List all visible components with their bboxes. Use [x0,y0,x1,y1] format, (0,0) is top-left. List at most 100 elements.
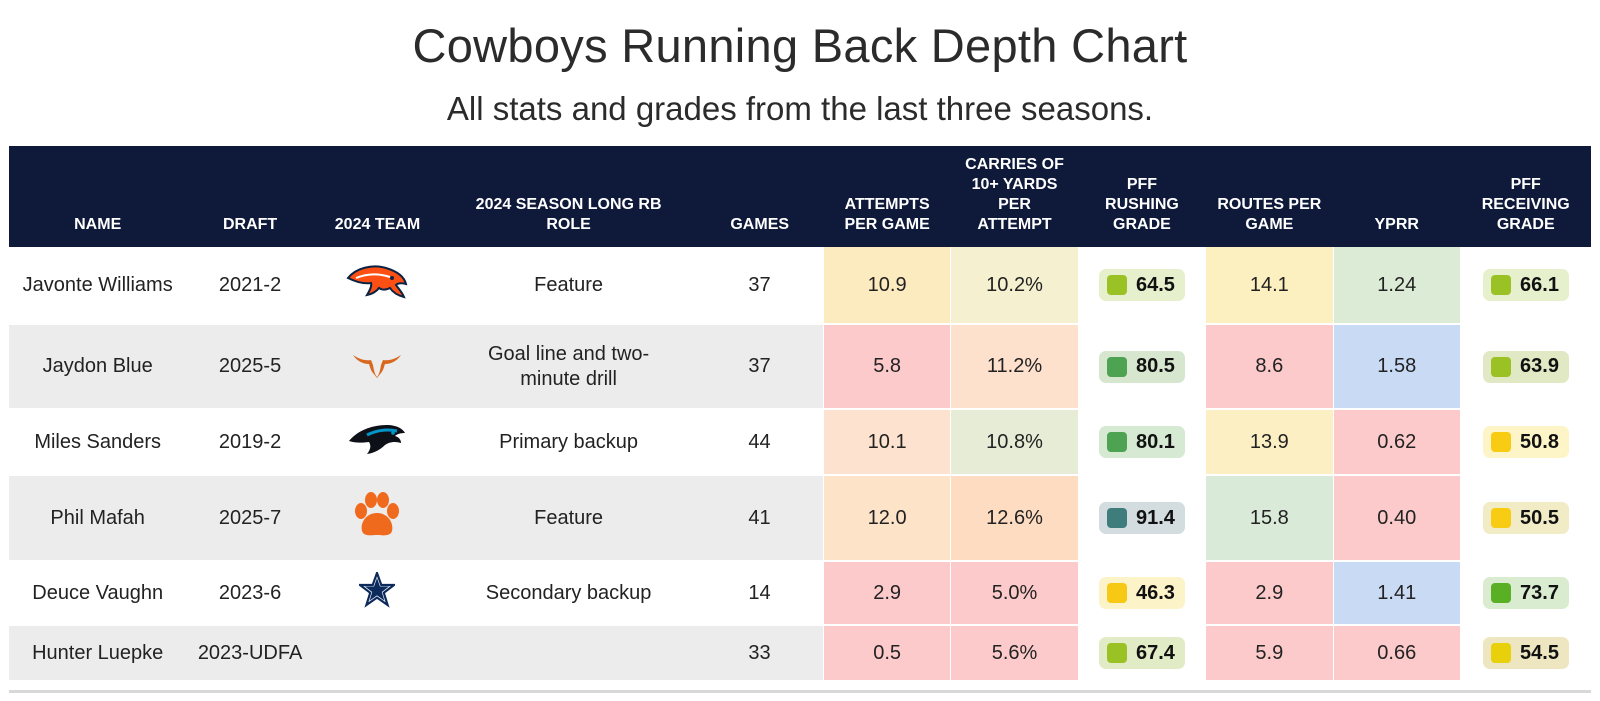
team-cell [313,561,442,626]
player-name: Miles Sanders [9,409,187,476]
player-name: Phil Mafah [9,475,187,562]
role-cell: Primary backup [441,409,696,476]
page-title: Cowboys Running Back Depth Chart [412,19,1188,72]
header-row: NAME DRAFT 2024 TEAM 2024 SEASON LONG RB… [9,146,1591,247]
team-cell [313,475,442,562]
yprr-cell: 1.41 [1332,561,1461,626]
grade-pill: 50.5 [1482,502,1569,534]
rushing-grade-cell: 46.3 [1077,561,1206,626]
receiving-grade-cell: 66.1 [1459,247,1591,325]
player-name: Jaydon Blue [9,324,187,410]
header-carries-10plus: CARRIES OF 10+ YARDS PER ATTEMPT [965,156,1064,233]
routes-cell: 5.9 [1205,625,1334,682]
table-row: Hunter Luepke 2023-UDFA 33 0.5 5.6% 67.4 5.9 0.… [9,625,1591,682]
draft-cell: 2025-5 [186,324,314,410]
grade-pill: 91.4 [1098,502,1185,534]
table-row: Phil Mafah 2025-7 Feature 41 12.0 12.6% 91.4 15… [9,475,1591,562]
player-name: Javonte Williams [9,247,187,325]
role-cell: Goal line and two-minute drill [441,324,696,410]
carries-10plus-cell: 12.6% [950,475,1079,562]
receiving-grade-cell: 50.5 [1459,475,1591,562]
grade-indicator-icon [1106,432,1127,452]
routes-cell: 13.9 [1205,409,1334,476]
rushing-grade-cell: 80.1 [1077,409,1206,476]
grade-indicator-icon [1490,432,1511,452]
header-games: GAMES [730,216,790,233]
role-cell: Secondary backup [441,561,696,626]
grade-pill: 67.4 [1098,637,1185,669]
grade-indicator-icon [1490,356,1511,377]
grade-value: 64.5 [1135,273,1175,296]
grade-pill: 64.5 [1098,269,1185,301]
team-cell [313,625,442,682]
grade-indicator-icon [1490,643,1511,663]
grade-value: 50.8 [1520,430,1559,453]
attempts-cell: 10.9 [822,247,951,325]
grade-value: 67.4 [1135,641,1175,664]
carries-10plus-cell: 10.2% [950,247,1079,325]
table-row: Miles Sanders 2019-2 Primary backup 44 10.1 1… [9,409,1591,476]
yprr-cell: 1.24 [1332,247,1461,325]
routes-cell: 14.1 [1205,247,1334,325]
role-cell: Feature [441,475,696,562]
grade-value: 46.3 [1135,581,1175,604]
grade-pill: 54.5 [1482,637,1569,669]
table-bottom-border [9,690,1591,693]
draft-cell: 2025-7 [186,475,314,562]
routes-cell: 8.6 [1205,324,1334,410]
header-role: 2024 SEASON LONG RB ROLE [475,196,662,233]
rushing-grade-cell: 64.5 [1077,247,1206,325]
receiving-grade-cell: 54.5 [1459,625,1591,682]
routes-cell: 2.9 [1205,561,1334,626]
grade-pill: 63.9 [1482,350,1569,383]
grade-value: 54.5 [1520,641,1559,664]
header-routes: ROUTES PER GAME [1217,196,1322,233]
longhorns-logo-icon [351,349,403,385]
games-cell: 33 [696,625,824,682]
grade-value: 80.5 [1135,355,1175,377]
rushing-grade-cell: 91.4 [1077,475,1206,562]
player-name: Hunter Luepke [9,625,187,682]
carries-10plus-cell: 5.0% [950,561,1079,626]
draft-cell: 2021-2 [186,247,314,325]
grade-value: 63.9 [1520,355,1559,377]
header-receiving-grade: PFF RECEIVING GRADE [1481,176,1570,233]
table-row: Jaydon Blue 2025-5 Goal line and two-minut… [9,324,1591,410]
table-row: Javonte Williams 2021-2 Feature 37 10.9 10.2%… [9,247,1591,325]
routes-cell: 15.8 [1205,475,1334,562]
team-cell [313,247,442,325]
yprr-cell: 0.62 [1332,409,1461,476]
attempts-cell: 5.8 [822,324,951,410]
games-cell: 37 [696,324,824,410]
grade-pill: 73.7 [1482,577,1569,609]
grade-indicator-icon [1490,508,1511,528]
grade-pill: 50.8 [1482,426,1569,458]
grade-indicator-icon [1106,356,1127,377]
grade-value: 50.5 [1520,506,1559,529]
grade-indicator-icon [1106,583,1127,603]
header-yprr: YPRR [1374,216,1419,233]
carries-10plus-cell: 5.6% [950,625,1079,682]
grade-pill: 46.3 [1098,577,1185,609]
attempts-cell: 10.1 [822,409,951,476]
attempts-cell: 2.9 [822,561,951,626]
games-cell: 41 [696,475,824,562]
grade-pill: 80.5 [1098,350,1185,383]
receiving-grade-cell: 63.9 [1459,324,1591,410]
player-name: Deuce Vaughn [9,561,187,626]
draft-cell: 2023-UDFA [186,625,314,682]
grade-value: 73.7 [1520,581,1559,604]
carries-10plus-cell: 10.8% [950,409,1079,476]
grade-indicator-icon [1106,275,1127,295]
grade-value: 80.1 [1135,430,1175,453]
clemson-logo-icon [352,491,402,545]
attempts-cell: 12.0 [822,475,951,562]
draft-cell: 2019-2 [186,409,314,476]
grade-indicator-icon [1490,275,1511,295]
games-cell: 44 [696,409,824,476]
header-name: NAME [74,216,122,233]
grade-pill: 66.1 [1482,269,1569,301]
cowboys-star-logo-icon [357,569,398,614]
role-cell: Feature [441,247,696,325]
header-team: 2024 TEAM [334,216,421,233]
